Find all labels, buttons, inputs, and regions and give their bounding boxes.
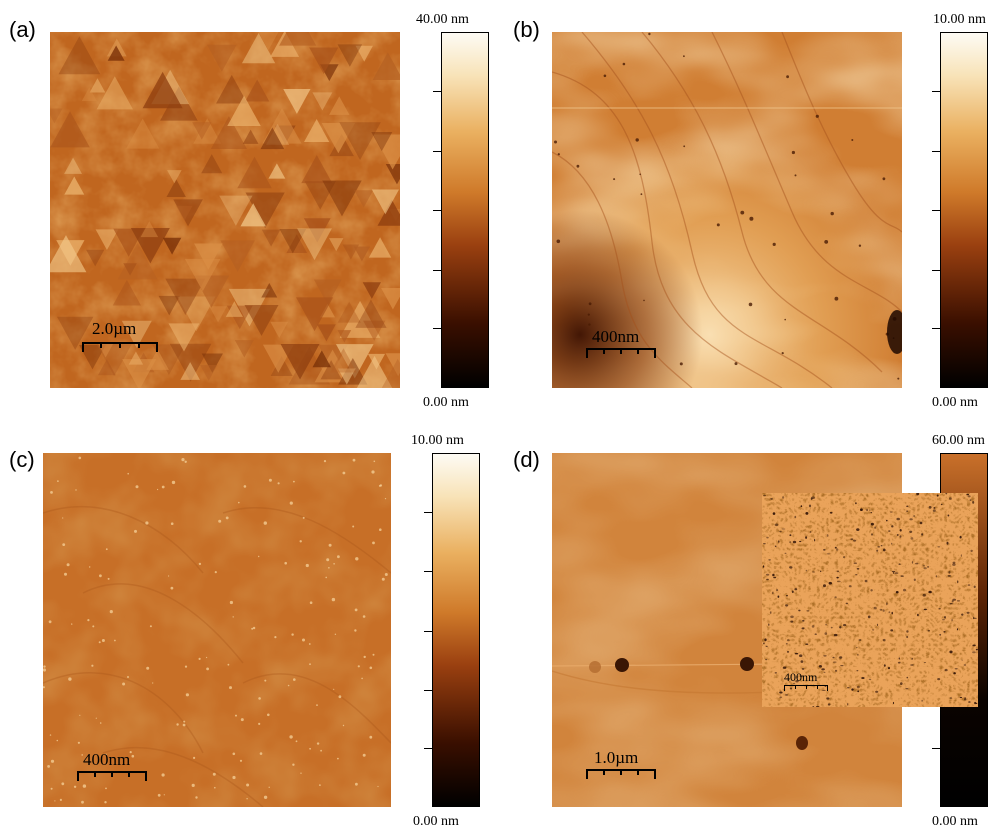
scalebar-inset: 400nm (784, 670, 830, 691)
panel-label-d: (d) (513, 447, 540, 472)
colorbar-max-b: 10.00 nm (933, 12, 986, 27)
scalebar-label: 1.0µm (594, 748, 639, 767)
colorbar-c (432, 453, 480, 807)
scalebar-a: 2.0µm (82, 319, 158, 352)
panel-label-c: (c) (9, 447, 35, 472)
scalebar-label: 400nm (83, 750, 131, 769)
colorbar-min-c: 0.00 nm (413, 814, 459, 829)
panel-label-a: (a) (9, 17, 36, 42)
scalebar-label: 400nm (784, 670, 818, 684)
afm-image-a: 2.0µm (50, 32, 400, 388)
scalebar-label: 2.0µm (92, 319, 137, 338)
afm-image-b: 400nm (552, 32, 902, 388)
afm-image-c: 400nm (43, 453, 391, 807)
colorbar-max-d: 60.00 nm (932, 433, 985, 448)
colorbar-b (940, 32, 988, 388)
colorbar-max-c: 10.00 nm (411, 433, 464, 448)
colorbar-a (441, 32, 489, 388)
scalebar-d: 1.0µm (586, 748, 658, 779)
panel-label-b: (b) (513, 17, 540, 42)
afm-inset-d: 400nm (762, 493, 978, 707)
colorbar-min-a: 0.00 nm (423, 395, 469, 410)
scalebar-b: 400nm (586, 327, 658, 358)
scalebar-c: 400nm (77, 750, 149, 781)
colorbar-min-b: 0.00 nm (932, 395, 978, 410)
colorbar-max-a: 40.00 nm (416, 12, 469, 27)
scalebar-label: 400nm (592, 327, 640, 346)
colorbar-min-d: 0.00 nm (932, 814, 978, 829)
